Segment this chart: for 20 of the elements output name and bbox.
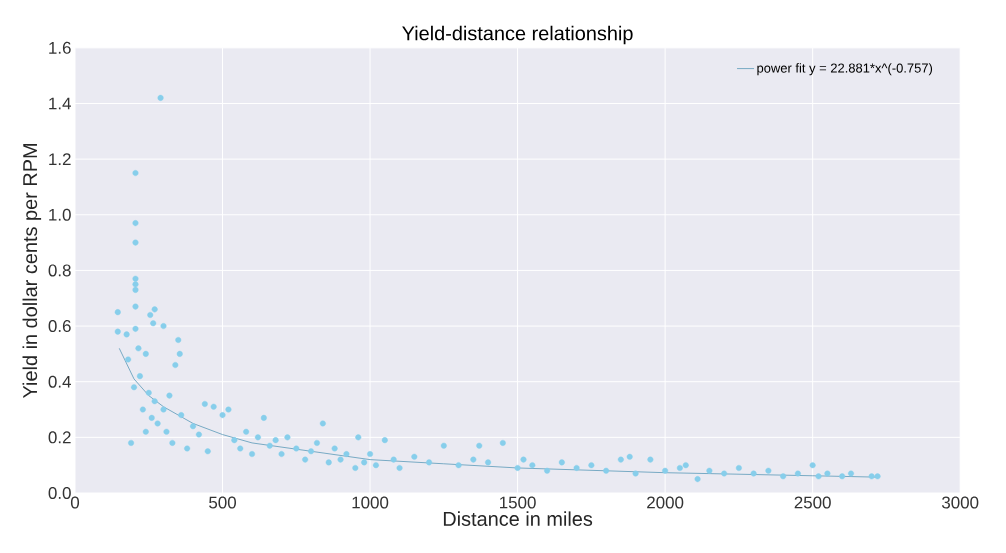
x-tick-label: 1500 [500,496,536,509]
x-axis-title: Distance in miles [443,511,593,526]
y-tick-label: 0.6 [48,320,71,333]
x-tick-label: 2500 [794,496,831,509]
y-tick-label: 1.4 [49,97,71,110]
legend-label: power fit y = 22.881*x^(-0.757) [757,63,933,76]
x-tick-label: 500 [209,496,236,509]
y-tick-label: 0.4 [48,375,71,388]
x-tick-label: 0 [70,496,80,509]
x-tick-label: 2000 [647,496,684,509]
y-tick-label: 0.2 [48,431,71,444]
chart-title: Yield-distance relationship [402,25,633,45]
y-tick-label: 1.0 [49,208,71,221]
y-tick-label: 0.0 [48,487,71,499]
y-axis-title: Yield in dollar cents per RPM [22,144,42,399]
x-tick-label: 3000 [941,496,979,509]
y-tick-label: 1.6 [49,41,71,54]
x-tick-label: 1000 [352,496,389,509]
y-tick-label: 1.2 [49,153,71,166]
y-tick-label: 0.8 [48,264,71,277]
